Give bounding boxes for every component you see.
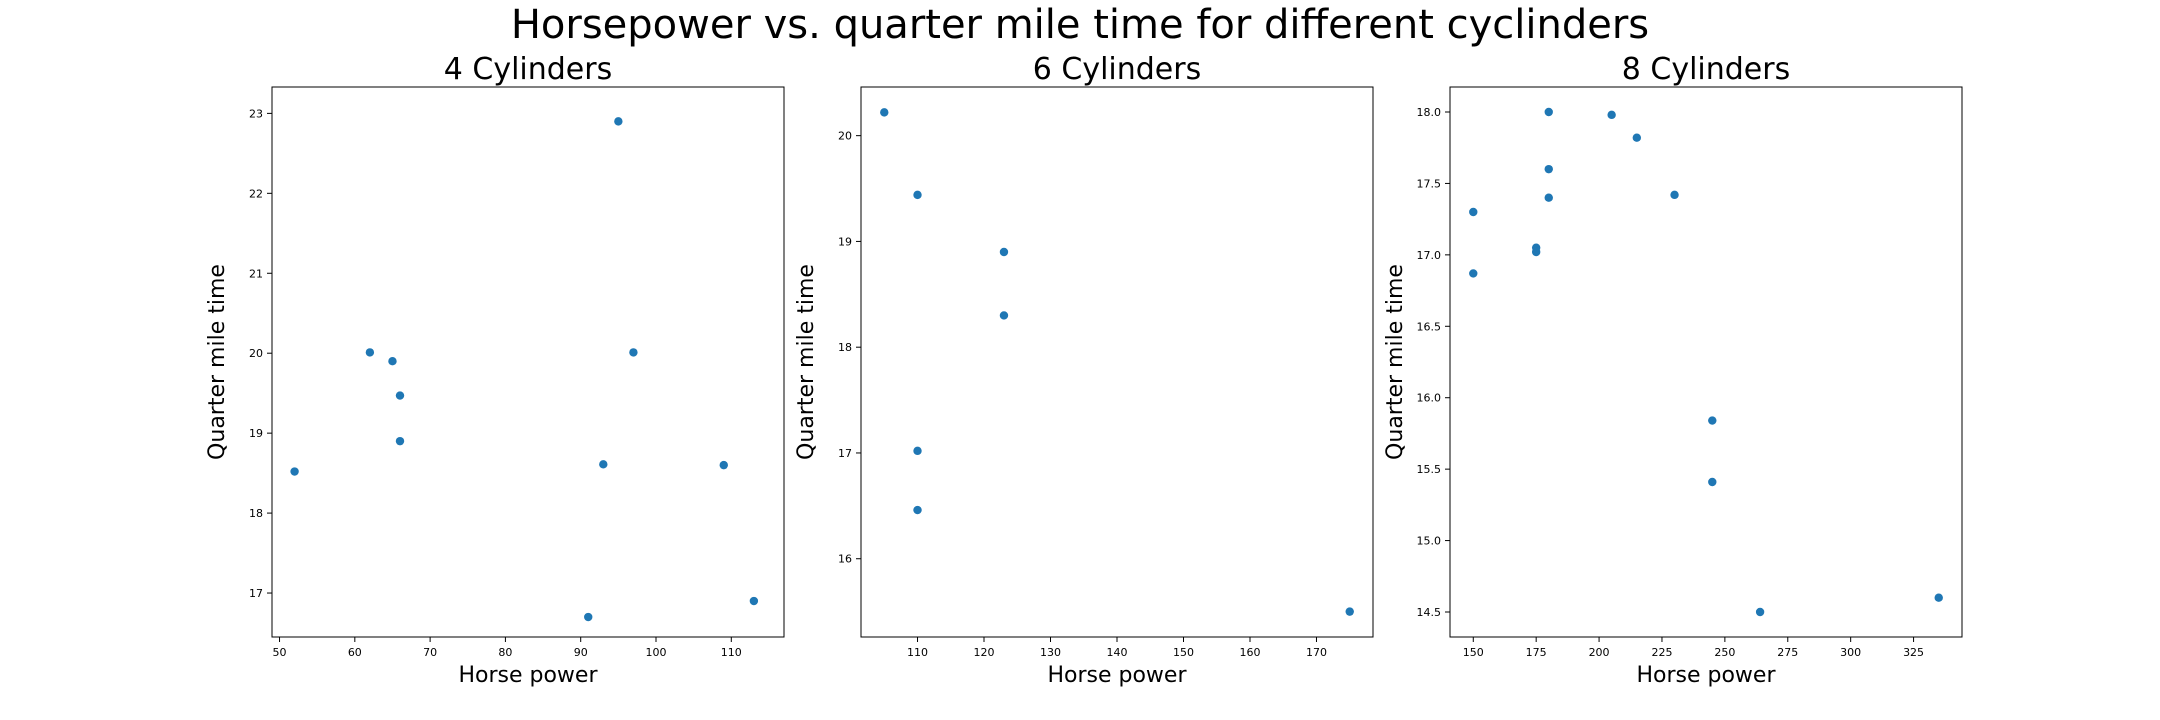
panel-2: 6 Cylinders 110 120 130 140 150 160 170 16 17 18 19… bbox=[794, 52, 1374, 688]
data-point bbox=[1607, 110, 1616, 120]
data-point bbox=[1531, 247, 1541, 257]
data-point bbox=[719, 460, 728, 470]
y-tick-label: 18.0 bbox=[1417, 106, 1442, 119]
y-tick-label: 16 bbox=[838, 553, 852, 566]
y-tick-label: 15.0 bbox=[1417, 535, 1442, 548]
data-point bbox=[999, 311, 1009, 320]
data-point bbox=[584, 612, 593, 622]
x-tick-label: 120 bbox=[974, 646, 995, 659]
y-tick-label: 20 bbox=[838, 130, 852, 143]
x-axis-label: Horse power bbox=[1636, 663, 1776, 688]
x-tick-label: 175 bbox=[1526, 646, 1547, 659]
x-axis-label: Horse power bbox=[458, 663, 598, 688]
y-tick-label: 23 bbox=[249, 107, 263, 120]
data-point bbox=[365, 348, 375, 357]
data-point bbox=[1469, 207, 1478, 217]
x-tick-label: 200 bbox=[1589, 646, 1610, 659]
x-tick-label: 100 bbox=[646, 646, 667, 659]
x-tick-label: 140 bbox=[1107, 646, 1128, 659]
x-tick-label: 275 bbox=[1777, 646, 1798, 659]
x-tick-label: 150 bbox=[1463, 646, 1484, 659]
data-point bbox=[1670, 190, 1679, 200]
data-point bbox=[1934, 593, 1943, 602]
plot-frame bbox=[1449, 86, 1963, 638]
data-point bbox=[1632, 133, 1642, 142]
data-point bbox=[1755, 607, 1765, 617]
x-tick-label: 90 bbox=[574, 646, 588, 659]
data-point bbox=[1708, 416, 1717, 425]
data-point bbox=[1544, 193, 1553, 202]
x-axis-label: Horse power bbox=[1047, 663, 1187, 688]
x-tick-label: 50 bbox=[273, 646, 287, 659]
y-tick-label: 17.5 bbox=[1417, 177, 1442, 190]
y-tick-label: 16.0 bbox=[1417, 392, 1442, 405]
y-tick-label: 15.5 bbox=[1417, 463, 1442, 476]
data-point bbox=[629, 348, 638, 357]
data-point bbox=[388, 357, 397, 366]
y-tick-label: 14.5 bbox=[1417, 606, 1442, 619]
x-tick-label: 70 bbox=[423, 646, 437, 659]
panel-title: 4 Cylinders bbox=[444, 52, 612, 87]
x-tick-label: 60 bbox=[348, 646, 362, 659]
data-point bbox=[395, 391, 405, 400]
data-point bbox=[749, 596, 759, 606]
data-point bbox=[880, 108, 889, 117]
y-axis-label: Quarter mile time bbox=[1383, 264, 1408, 460]
y-tick-label: 22 bbox=[249, 187, 263, 200]
y-tick-label: 17.0 bbox=[1417, 249, 1442, 262]
panel-title: 8 Cylinders bbox=[1622, 52, 1790, 87]
y-axis-label: Quarter mile time bbox=[794, 264, 819, 460]
data-point bbox=[913, 505, 922, 515]
x-tick-label: 110 bbox=[721, 646, 742, 659]
x-tick-label: 300 bbox=[1840, 646, 1861, 659]
x-tick-label: 325 bbox=[1903, 646, 1924, 659]
y-tick-label: 17 bbox=[249, 587, 263, 600]
y-axis-label: Quarter mile time bbox=[205, 264, 230, 460]
y-tick-label: 18 bbox=[249, 507, 263, 520]
x-tick-label: 225 bbox=[1651, 646, 1672, 659]
x-tick-label: 110 bbox=[907, 646, 928, 659]
y-tick-label: 18 bbox=[838, 341, 852, 354]
data-point bbox=[1345, 607, 1354, 616]
data-point bbox=[290, 467, 299, 476]
x-tick-label: 150 bbox=[1173, 646, 1194, 659]
data-point bbox=[1708, 477, 1717, 487]
y-tick-label: 16.5 bbox=[1417, 320, 1442, 333]
x-tick-label: 250 bbox=[1714, 646, 1735, 659]
x-tick-label: 160 bbox=[1239, 646, 1260, 659]
figure-title: Horsepower vs. quarter mile time for dif… bbox=[510, 2, 1650, 48]
panel-1: 4 Cylinders 50 60 70 80 90 100 110 17 18 19 20 21 22 2… bbox=[205, 52, 785, 688]
data-point bbox=[1544, 107, 1553, 117]
data-point bbox=[599, 460, 608, 469]
y-tick-label: 21 bbox=[249, 267, 263, 280]
data-point bbox=[1469, 269, 1478, 278]
data-point bbox=[913, 446, 922, 456]
y-tick-label: 17 bbox=[838, 447, 852, 460]
y-tick-label: 19 bbox=[838, 235, 852, 248]
y-tick-label: 19 bbox=[249, 427, 263, 440]
panel-title: 6 Cylinders bbox=[1033, 52, 1201, 87]
plot-frame bbox=[271, 86, 785, 638]
plot-frame bbox=[860, 86, 1374, 638]
x-tick-label: 130 bbox=[1040, 646, 1061, 659]
x-tick-label: 170 bbox=[1306, 646, 1327, 659]
data-point bbox=[999, 247, 1009, 257]
panel-3: 8 Cylinders 150 175 200 225 250 275 300 325 14.5 1… bbox=[1383, 52, 1963, 688]
data-point bbox=[1544, 164, 1553, 174]
data-point bbox=[614, 117, 623, 126]
x-tick-label: 80 bbox=[498, 646, 512, 659]
y-tick-label: 20 bbox=[249, 347, 263, 360]
data-point bbox=[913, 190, 922, 200]
data-point bbox=[395, 436, 405, 446]
